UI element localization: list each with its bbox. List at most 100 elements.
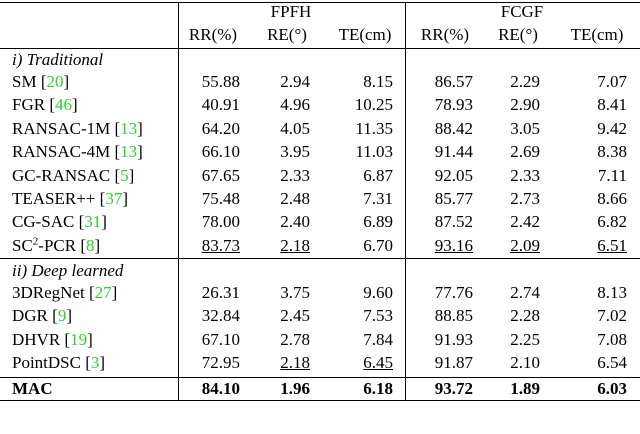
cell: 78.93 (434, 95, 473, 115)
citation: 20 (46, 72, 64, 91)
column-header: RE(°) (267, 25, 307, 44)
cell: 1.96 (280, 379, 310, 398)
column-header: TE(cm) (570, 25, 624, 44)
group-header: FCGF (500, 2, 544, 21)
cell: 3.95 (280, 142, 310, 162)
column-rule (178, 2, 179, 400)
citation: 13 (120, 118, 138, 138)
method-text: RANSAC-4M [ (12, 142, 121, 162)
cell: 6.45 (363, 352, 393, 372)
cell: 77.76 (434, 282, 473, 302)
cell: 66.10 (201, 142, 240, 162)
cell: 10.25 (354, 95, 393, 115)
cell: 3.05 (510, 118, 540, 138)
cell: 7.08 (597, 329, 627, 349)
cell: 7.11 (597, 165, 627, 185)
method: MAC (12, 379, 53, 399)
cell: 91.87 (434, 352, 473, 372)
cell: 8.41 (597, 95, 627, 115)
section-title: ii) Deep learned (12, 260, 124, 280)
cell: 2.28 (510, 306, 540, 326)
method-text: ] (63, 72, 70, 91)
cell: 67.10 (201, 329, 240, 349)
cell: 2.09 (510, 235, 540, 255)
cell: 64.20 (201, 118, 240, 138)
cell: 8.13 (597, 282, 627, 302)
method-text: ] (128, 165, 135, 185)
method: DGR [9] (12, 306, 72, 326)
column-header: TE(cm) (338, 25, 392, 44)
cell: 2.33 (280, 165, 310, 185)
cell: 7.31 (363, 189, 393, 208)
citation: 46 (54, 95, 72, 115)
method: SC2-PCR [8] (12, 236, 100, 256)
method: SM [20] (12, 72, 69, 92)
rule (0, 377, 640, 378)
cell: 85.77 (434, 189, 473, 208)
method-text: SM [ (12, 72, 47, 91)
method-text: ] (94, 235, 101, 255)
cell: 2.48 (280, 189, 310, 208)
cell: 3.75 (280, 282, 310, 302)
cell: 2.25 (510, 329, 540, 349)
rule (0, 400, 640, 401)
cell: 4.96 (280, 95, 310, 115)
citation: 37 (105, 189, 123, 208)
method: GC-RANSAC [5] (12, 166, 134, 186)
rule (0, 258, 640, 259)
cell: 9.60 (363, 282, 393, 302)
method-text: GC-RANSAC [ (12, 165, 121, 185)
cell: 11.35 (355, 118, 393, 138)
method-text: 3DRegNet [ (12, 282, 95, 302)
cell: 92.05 (434, 165, 473, 185)
cell: 6.87 (363, 165, 393, 185)
cell: 87.52 (434, 212, 473, 232)
cell: 40.91 (201, 95, 240, 115)
cell: 8.66 (597, 189, 627, 208)
cell: 6.70 (363, 235, 393, 255)
method-text: ] (101, 212, 107, 232)
cell: 91.44 (434, 142, 473, 162)
method: RANSAC-4M [13] (12, 142, 143, 162)
cell: 2.33 (510, 165, 540, 185)
cell: 83.73 (201, 235, 240, 255)
cell: 88.42 (434, 118, 473, 138)
method-text: DHVR [ (12, 329, 71, 349)
column-header: RR(%) (420, 25, 470, 44)
method: DHVR [19] (12, 330, 93, 350)
cell: 6.03 (597, 379, 627, 398)
cell: 7.02 (597, 306, 627, 326)
cell: 11.03 (355, 142, 393, 162)
column-header: RE(°) (498, 25, 538, 44)
method-text: DGR [ (12, 306, 58, 326)
method-text: TEASER++ [ (12, 189, 106, 208)
cell: 9.42 (597, 118, 627, 138)
cell: 2.45 (280, 306, 310, 326)
method: CG-SAC [31] (12, 212, 107, 232)
cell: 6.51 (597, 235, 627, 255)
cell: 1.89 (510, 379, 540, 398)
cell: 6.89 (363, 212, 393, 232)
method: RANSAC-1M [13] (12, 119, 143, 139)
cell: 2.90 (510, 95, 540, 115)
column-rule (405, 2, 406, 400)
cell: 75.48 (201, 189, 240, 208)
cell: 2.78 (280, 329, 310, 349)
cell: 8.38 (597, 142, 627, 162)
cell: 32.84 (201, 306, 240, 326)
cell: 84.10 (201, 379, 240, 398)
method-text: ] (66, 306, 72, 326)
method-text: CG-SAC [ (12, 212, 85, 232)
method-text: ] (122, 189, 128, 208)
cell: 2.73 (510, 189, 540, 208)
method-text: ] (137, 118, 143, 138)
cell: 2.74 (510, 282, 540, 302)
cell: 55.88 (201, 72, 240, 91)
cell: 86.57 (434, 72, 473, 91)
cell: 7.53 (363, 306, 393, 326)
cell: 2.18 (280, 235, 310, 255)
cell: 6.54 (597, 352, 627, 372)
method-text: ] (111, 282, 118, 302)
cell: 2.69 (510, 142, 540, 162)
cell: 67.65 (201, 165, 240, 185)
